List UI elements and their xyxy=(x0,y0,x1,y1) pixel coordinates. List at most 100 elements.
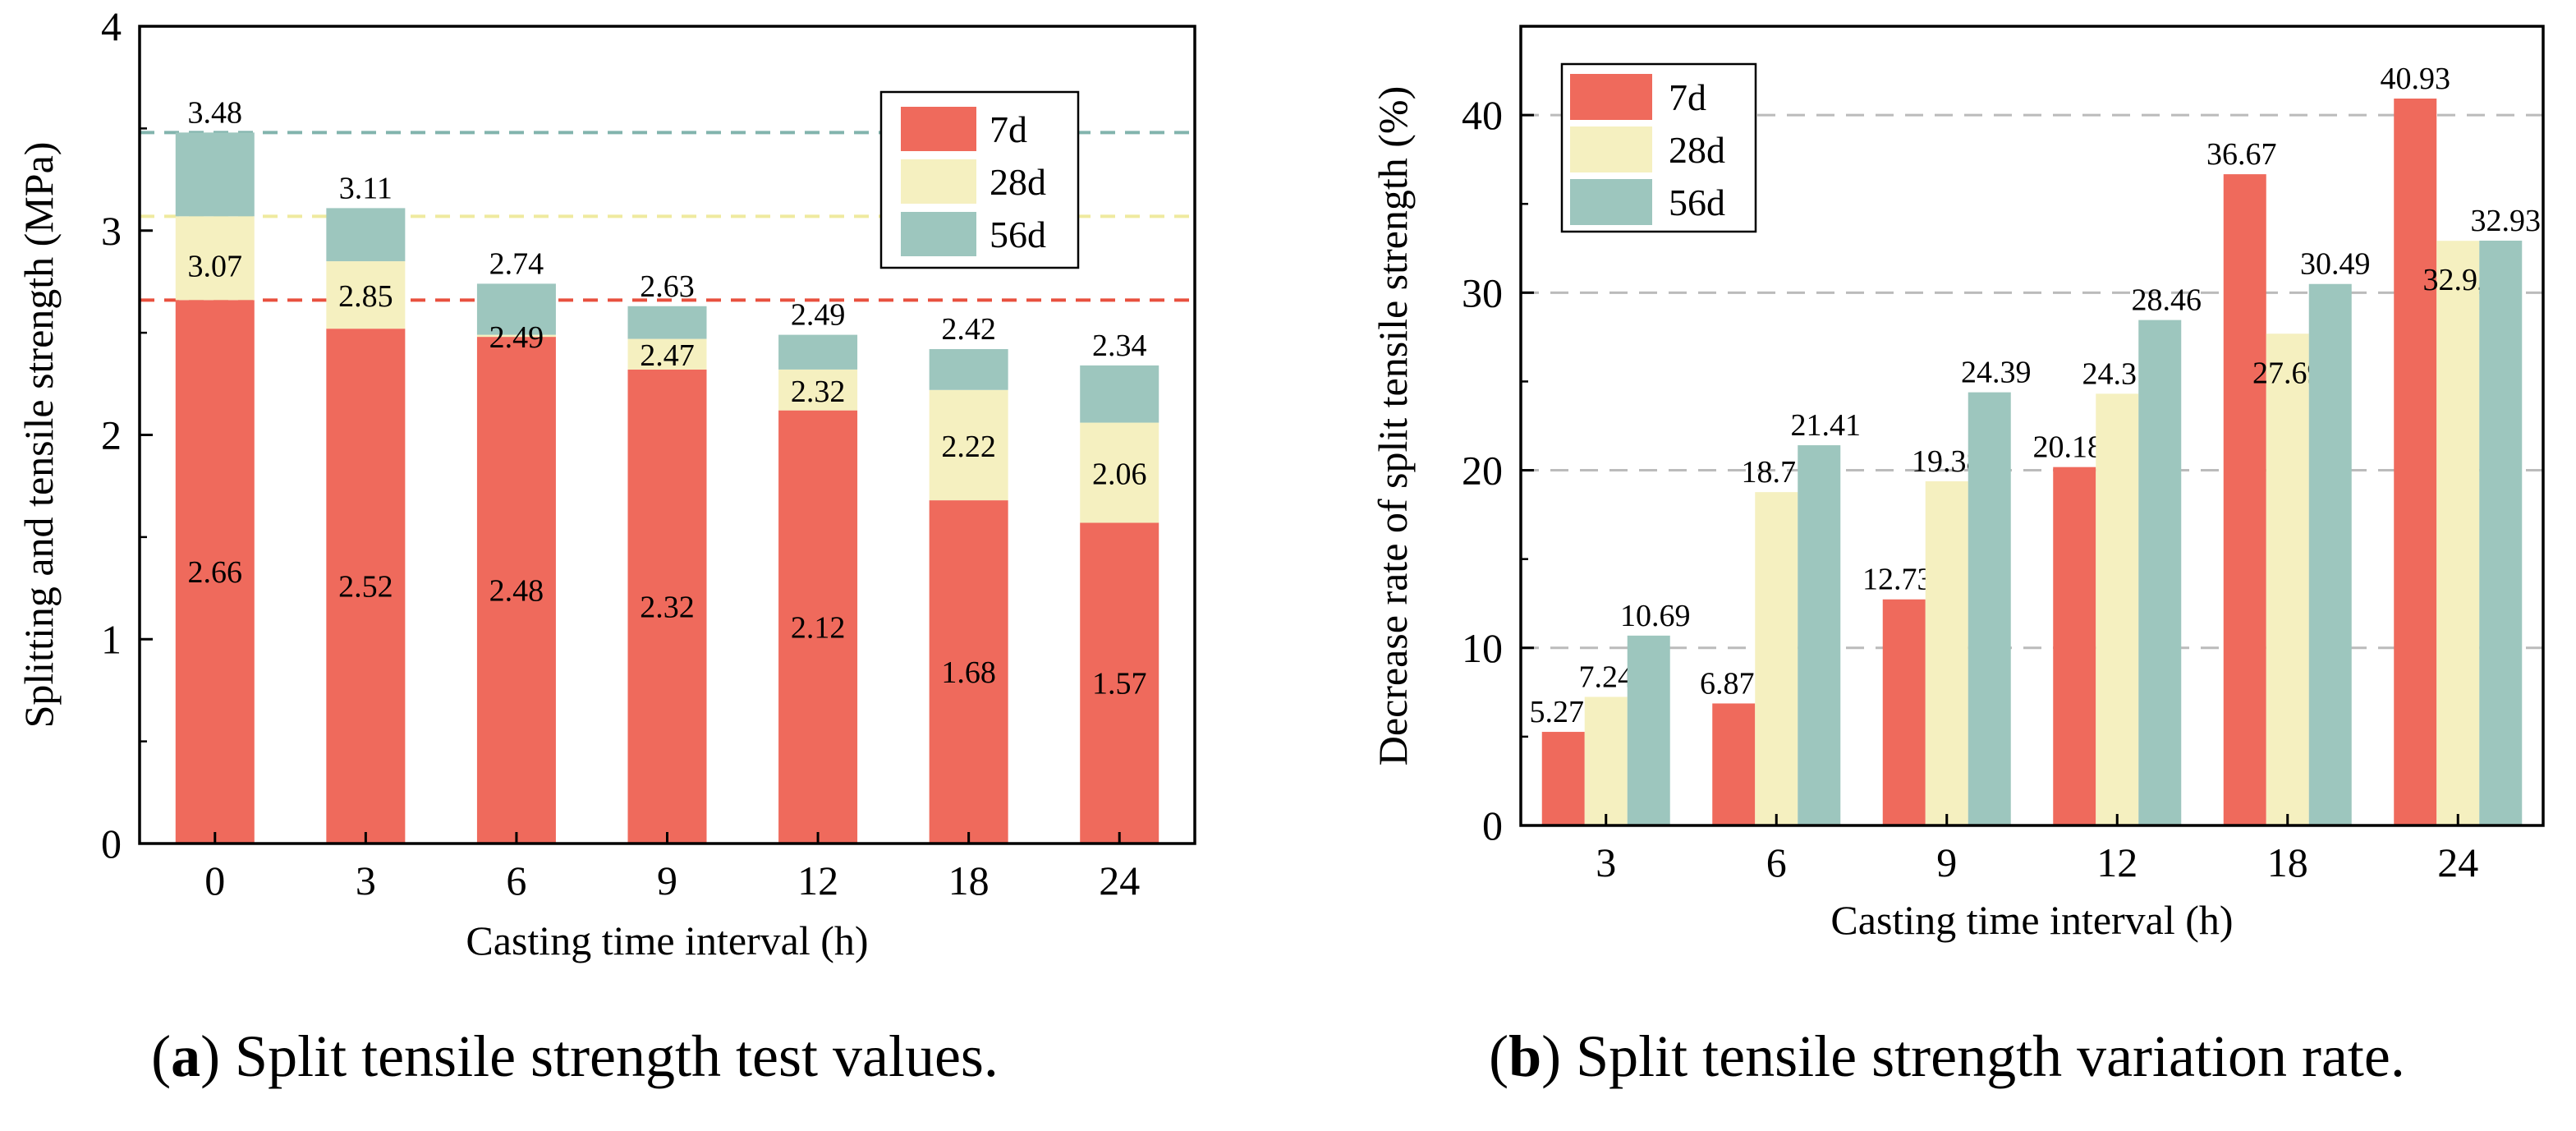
label-7d-24: 40.93 xyxy=(2381,62,2451,96)
label-56d-9: 2.63 xyxy=(640,269,695,304)
caption-b-text: ) Split tensile strength variation rate. xyxy=(1541,1023,2405,1089)
legend-swatch-a-28d xyxy=(901,159,976,204)
label-56d-9: 24.39 xyxy=(1961,356,2032,390)
caption-b: (b) Split tensile strength variation rat… xyxy=(1489,1023,2405,1089)
label-56d-12: 2.49 xyxy=(791,298,846,333)
caption-a: (a) Split tensile strength test values. xyxy=(151,1023,999,1089)
x-axis-title-b: Casting time interval (h) xyxy=(1830,897,2233,943)
bar-56d-24 xyxy=(1080,365,1159,423)
x-tick-label-0: 0 xyxy=(204,857,225,903)
x-tick-label-b-24: 24 xyxy=(2437,839,2478,885)
y-tick-label-b-30: 30 xyxy=(1462,269,1503,315)
label-56d-12: 28.46 xyxy=(2132,283,2202,318)
x-tick-label-b-18: 18 xyxy=(2267,839,2308,885)
label-56d-18: 30.49 xyxy=(2300,247,2371,282)
x-tick-label-24: 24 xyxy=(1099,857,1140,903)
bar-28d-0 xyxy=(175,216,255,301)
legend-swatch-b-7d xyxy=(1570,74,1652,120)
x-tick-label-b-9: 9 xyxy=(1936,839,1957,885)
x-tick-label-12: 12 xyxy=(797,857,838,903)
caption-a-text: ) Split tensile strength test values. xyxy=(200,1023,999,1089)
bar-7d-18 xyxy=(2223,174,2266,826)
label-28d-18: 2.22 xyxy=(941,430,996,464)
y-tick-label-4: 4 xyxy=(101,3,122,49)
bar-56d-18 xyxy=(929,349,1008,390)
bar-7d-18 xyxy=(929,500,1008,844)
bar-56d-3 xyxy=(1627,635,1670,825)
bar-28d-24 xyxy=(1080,422,1159,523)
legend-label-a-56d: 56d xyxy=(990,214,1046,255)
chart-b-decrease-rate: 5.277.2410.6936.8718.7721.41612.7319.382… xyxy=(1370,25,2545,943)
label-28d-6: 2.49 xyxy=(489,320,544,355)
x-tick-label-b-3: 3 xyxy=(1596,839,1616,885)
x-tick-label-b-12: 12 xyxy=(2096,839,2137,885)
label-7d-12: 20.18 xyxy=(2033,430,2104,465)
label-7d-12: 2.12 xyxy=(791,610,846,645)
y-tick-label-b-20: 20 xyxy=(1462,448,1503,494)
x-tick-label-9: 9 xyxy=(657,857,677,903)
y-axis-title-b: Decrease rate of split tensile strength … xyxy=(1370,86,1416,765)
caption-b-open: ( xyxy=(1489,1023,1508,1089)
bar-56d-24 xyxy=(2479,240,2523,825)
legend-label-a-28d: 28d xyxy=(990,161,1046,203)
y-tick-label-b-10: 10 xyxy=(1462,625,1503,671)
label-56d-18: 2.42 xyxy=(941,312,996,347)
label-56d-24: 32.93 xyxy=(2471,204,2542,238)
bar-28d-12 xyxy=(2096,393,2139,825)
label-56d-3: 10.69 xyxy=(1620,599,1691,633)
label-56d-6: 21.41 xyxy=(1791,408,1862,443)
x-tick-label-b-6: 6 xyxy=(1766,839,1787,885)
label-28d-3: 2.85 xyxy=(338,279,393,314)
y-tick-label-0: 0 xyxy=(101,821,122,867)
label-7d-9: 12.73 xyxy=(1862,563,1933,597)
bar-28d-18 xyxy=(2266,333,2309,826)
bar-56d-9 xyxy=(627,306,707,339)
bar-56d-9 xyxy=(1968,392,2011,825)
bar-28d-9 xyxy=(1925,480,1968,825)
legend-swatch-b-28d xyxy=(1570,126,1652,172)
label-7d-3: 5.27 xyxy=(1530,695,1585,729)
label-28d-3: 7.24 xyxy=(1579,660,1634,694)
x-axis-title-a: Casting time interval (h) xyxy=(466,917,868,963)
y-axis-title-a: Splitting and tensile strength (MPa) xyxy=(16,142,62,729)
x-tick-label-3: 3 xyxy=(356,857,376,903)
bar-56d-0 xyxy=(175,132,255,217)
label-7d-18: 36.67 xyxy=(2206,137,2277,172)
x-tick-label-18: 18 xyxy=(948,857,990,903)
legend-label-b-7d: 7d xyxy=(1669,76,1706,118)
label-28d-0: 3.07 xyxy=(188,249,243,283)
bar-7d-12 xyxy=(2053,467,2096,825)
bar-7d-9 xyxy=(1882,599,1926,825)
caption-b-letter: b xyxy=(1508,1023,1541,1089)
bar-7d-6 xyxy=(1712,703,1756,825)
label-28d-12: 2.32 xyxy=(791,375,846,409)
bar-56d-18 xyxy=(2308,283,2352,826)
label-28d-9: 2.47 xyxy=(640,338,695,373)
legend-swatch-a-56d xyxy=(901,212,976,256)
bar-56d-12 xyxy=(778,334,858,370)
bar-7d-12 xyxy=(778,410,858,844)
bar-28d-3 xyxy=(326,261,406,329)
label-56d-3: 3.11 xyxy=(339,171,393,205)
legend-label-a-7d: 7d xyxy=(990,108,1027,150)
legend-swatch-b-56d xyxy=(1570,179,1652,225)
x-tick-label-6: 6 xyxy=(506,857,526,903)
label-28d-24: 2.06 xyxy=(1092,457,1147,492)
bar-7d-24 xyxy=(1080,522,1159,844)
bar-28d-18 xyxy=(929,389,1008,501)
y-tick-label-2: 2 xyxy=(101,412,122,458)
bar-56d-6 xyxy=(1798,445,1841,825)
y-tick-label-b-0: 0 xyxy=(1482,802,1503,848)
bar-28d-9 xyxy=(627,338,707,370)
label-7d-24: 1.57 xyxy=(1092,667,1147,701)
chart-a-split-tensile-strength: 2.66 3.07 3.48 0 2.52 2.85 3.11 3 2.48 2.49 2.74 6 2… xyxy=(16,3,1196,963)
label-7d-9: 2.32 xyxy=(640,590,695,624)
label-7d-18: 1.68 xyxy=(941,655,996,690)
y-tick-label-1: 1 xyxy=(101,616,122,662)
bar-56d-6 xyxy=(476,283,556,335)
bar-7d-3 xyxy=(326,329,406,844)
legend-label-b-56d: 56d xyxy=(1669,182,1725,223)
label-7d-6: 6.87 xyxy=(1700,666,1755,701)
label-7d-0: 2.66 xyxy=(188,555,243,590)
